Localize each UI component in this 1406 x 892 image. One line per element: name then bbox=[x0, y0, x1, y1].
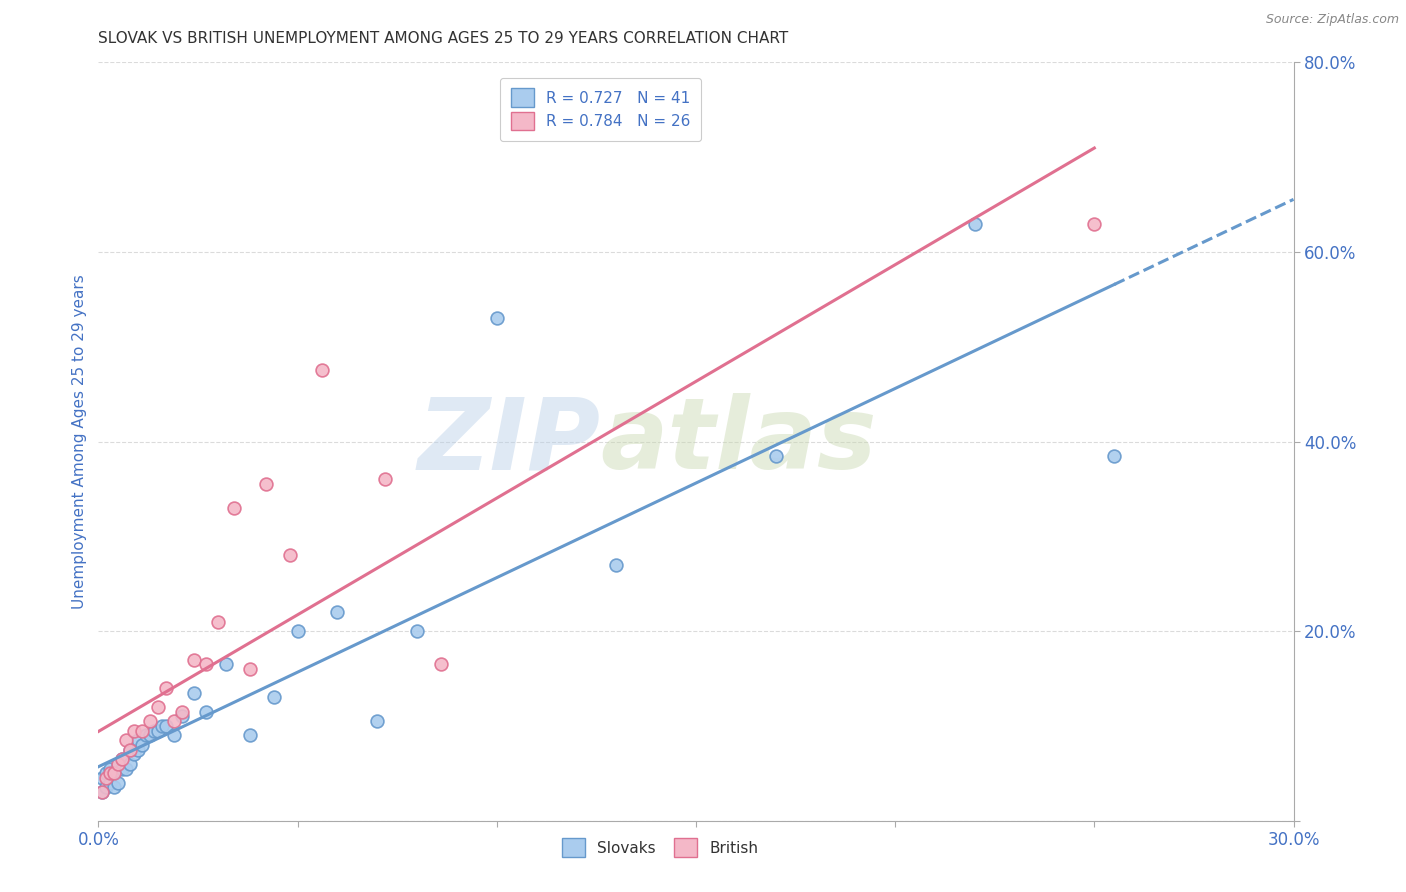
Point bbox=[124, 747, 146, 762]
Point bbox=[103, 780, 125, 795]
Point bbox=[155, 719, 177, 733]
Point bbox=[96, 766, 118, 780]
Point bbox=[139, 728, 162, 742]
Point bbox=[127, 742, 149, 756]
Point bbox=[107, 756, 129, 771]
Point bbox=[195, 705, 218, 719]
Point bbox=[326, 605, 349, 619]
Point bbox=[155, 681, 177, 695]
Point bbox=[127, 733, 149, 747]
Point bbox=[135, 728, 157, 742]
Point bbox=[374, 473, 396, 487]
Point bbox=[111, 762, 134, 776]
Point bbox=[150, 719, 173, 733]
Point bbox=[91, 785, 114, 799]
Point bbox=[222, 500, 245, 515]
Point bbox=[263, 690, 285, 705]
Text: ZIP: ZIP bbox=[418, 393, 600, 490]
Text: SLOVAK VS BRITISH UNEMPLOYMENT AMONG AGES 25 TO 29 YEARS CORRELATION CHART: SLOVAK VS BRITISH UNEMPLOYMENT AMONG AGE… bbox=[98, 31, 789, 46]
Text: atlas: atlas bbox=[600, 393, 877, 490]
Point bbox=[96, 771, 118, 785]
Point bbox=[163, 714, 186, 728]
Point bbox=[207, 615, 229, 629]
Point bbox=[120, 756, 142, 771]
Point bbox=[430, 657, 453, 672]
Point bbox=[239, 662, 262, 676]
Point bbox=[172, 705, 194, 719]
Point bbox=[605, 558, 627, 572]
Point bbox=[278, 548, 301, 563]
Point bbox=[139, 714, 162, 728]
Point bbox=[111, 752, 134, 766]
Point bbox=[485, 311, 508, 326]
Point bbox=[183, 686, 205, 700]
Text: Source: ZipAtlas.com: Source: ZipAtlas.com bbox=[1265, 13, 1399, 27]
Point bbox=[115, 762, 138, 776]
Point bbox=[163, 728, 186, 742]
Point bbox=[1104, 449, 1126, 463]
Point bbox=[195, 657, 218, 672]
Point bbox=[107, 756, 129, 771]
Point bbox=[172, 709, 194, 723]
Point bbox=[148, 699, 170, 714]
Point bbox=[765, 449, 787, 463]
Point bbox=[239, 728, 262, 742]
Point bbox=[215, 657, 238, 672]
Point bbox=[103, 766, 125, 780]
Point bbox=[91, 771, 114, 785]
Point bbox=[143, 723, 166, 738]
Point bbox=[115, 733, 138, 747]
Point bbox=[254, 477, 277, 491]
Point bbox=[96, 780, 118, 795]
Point bbox=[103, 766, 125, 780]
Point bbox=[148, 723, 170, 738]
Point bbox=[107, 776, 129, 790]
Point bbox=[311, 363, 333, 377]
Point bbox=[131, 738, 153, 752]
Point bbox=[120, 742, 142, 756]
Point bbox=[98, 762, 122, 776]
Point bbox=[963, 217, 986, 231]
Point bbox=[91, 785, 114, 799]
Legend: Slovaks, British: Slovaks, British bbox=[553, 829, 768, 866]
Point bbox=[98, 776, 122, 790]
Point bbox=[98, 766, 122, 780]
Point bbox=[287, 624, 309, 639]
Point bbox=[366, 714, 388, 728]
Point bbox=[124, 723, 146, 738]
Point bbox=[131, 723, 153, 738]
Point bbox=[120, 742, 142, 756]
Point bbox=[1083, 217, 1105, 231]
Y-axis label: Unemployment Among Ages 25 to 29 years: Unemployment Among Ages 25 to 29 years bbox=[72, 274, 87, 609]
Point bbox=[183, 652, 205, 666]
Point bbox=[111, 752, 134, 766]
Point bbox=[406, 624, 429, 639]
